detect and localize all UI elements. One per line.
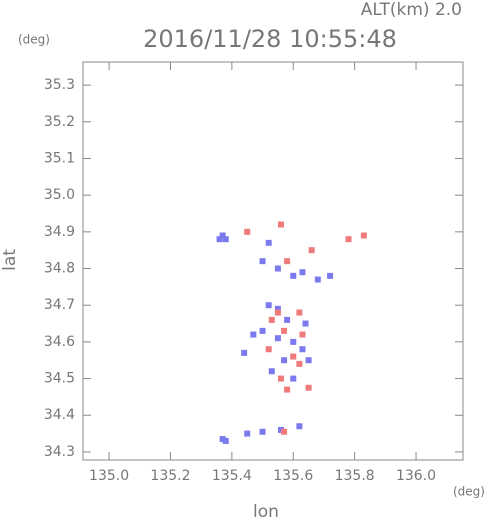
echo-cell (268, 316, 275, 323)
echo-cell (296, 309, 303, 316)
echo-cell (296, 423, 303, 430)
echo-cell (290, 375, 297, 382)
echo-cell (302, 320, 309, 327)
echo-cell (305, 357, 312, 364)
echo-cell (244, 228, 251, 235)
x-axis-title: lon (253, 502, 279, 521)
echo-cell (290, 338, 297, 345)
echo-cell (281, 428, 288, 435)
echo-cell (308, 247, 315, 254)
y-unit: (deg) (18, 33, 50, 47)
x-tick-label: 135.2 (150, 468, 190, 484)
plot-frame (82, 61, 464, 461)
echo-cell (265, 302, 272, 309)
echo-cell (284, 386, 291, 393)
x-tick-label: 135.4 (212, 468, 252, 484)
y-tick-label: 34.8 (44, 261, 75, 277)
echo-cell (314, 276, 321, 283)
y-tick-label: 35.1 (44, 150, 75, 166)
y-tick-label: 34.3 (44, 444, 75, 460)
y-axis-title: lat (0, 249, 20, 271)
echo-cell (219, 232, 226, 239)
y-tick-label: 34.9 (44, 224, 75, 240)
echo-cell (274, 309, 281, 316)
echo-cell (222, 437, 229, 444)
echo-cell (265, 239, 272, 246)
x-unit: (deg) (453, 485, 485, 499)
echo-cell (305, 384, 312, 391)
y-tick-label: 34.7 (44, 297, 75, 313)
echo-cell (277, 426, 284, 433)
echo-cell (290, 353, 297, 360)
echo-cell (241, 349, 248, 356)
echo-cell (299, 331, 306, 338)
echo-cell (284, 258, 291, 265)
echo-cell (219, 436, 226, 443)
echo-cell (274, 265, 281, 272)
y-tick-label: 35.3 (44, 77, 75, 93)
altitude-label: ALT(km) 2.0 (361, 0, 462, 20)
echo-cell (274, 305, 281, 312)
echo-cell (296, 360, 303, 367)
echo-cell (345, 236, 352, 243)
echo-cell (299, 269, 306, 276)
echo-cell (327, 272, 334, 279)
echo-cell (244, 430, 251, 437)
echo-cell (299, 346, 306, 353)
y-tick-label: 35.2 (44, 114, 75, 130)
y-tick-label: 34.4 (44, 407, 75, 423)
chart-title: 2016/11/28 10:55:48 (143, 25, 397, 53)
x-tick-label: 136.0 (396, 468, 436, 484)
echo-cell (259, 327, 266, 334)
x-tick-label: 135.0 (89, 468, 129, 484)
echo-cell (259, 428, 266, 435)
echo-cell (274, 335, 281, 342)
y-tick-label: 34.5 (44, 371, 75, 387)
echo-cell (259, 258, 266, 265)
echo-cell (290, 272, 297, 279)
echo-cell (250, 331, 257, 338)
echo-cell (277, 375, 284, 382)
echo-cell (268, 368, 275, 375)
echo-cell (284, 316, 291, 323)
echo-cell (222, 236, 229, 243)
y-tick-label: 34.6 (44, 334, 75, 350)
echo-cell (277, 221, 284, 228)
echo-cell (216, 236, 223, 243)
x-tick-label: 135.6 (273, 468, 313, 484)
echo-cell (360, 232, 367, 239)
echo-cell (265, 346, 272, 353)
echo-cell (281, 357, 288, 364)
x-tick-label: 135.8 (335, 468, 375, 484)
echo-cell (281, 327, 288, 334)
y-tick-label: 35.0 (44, 187, 75, 203)
